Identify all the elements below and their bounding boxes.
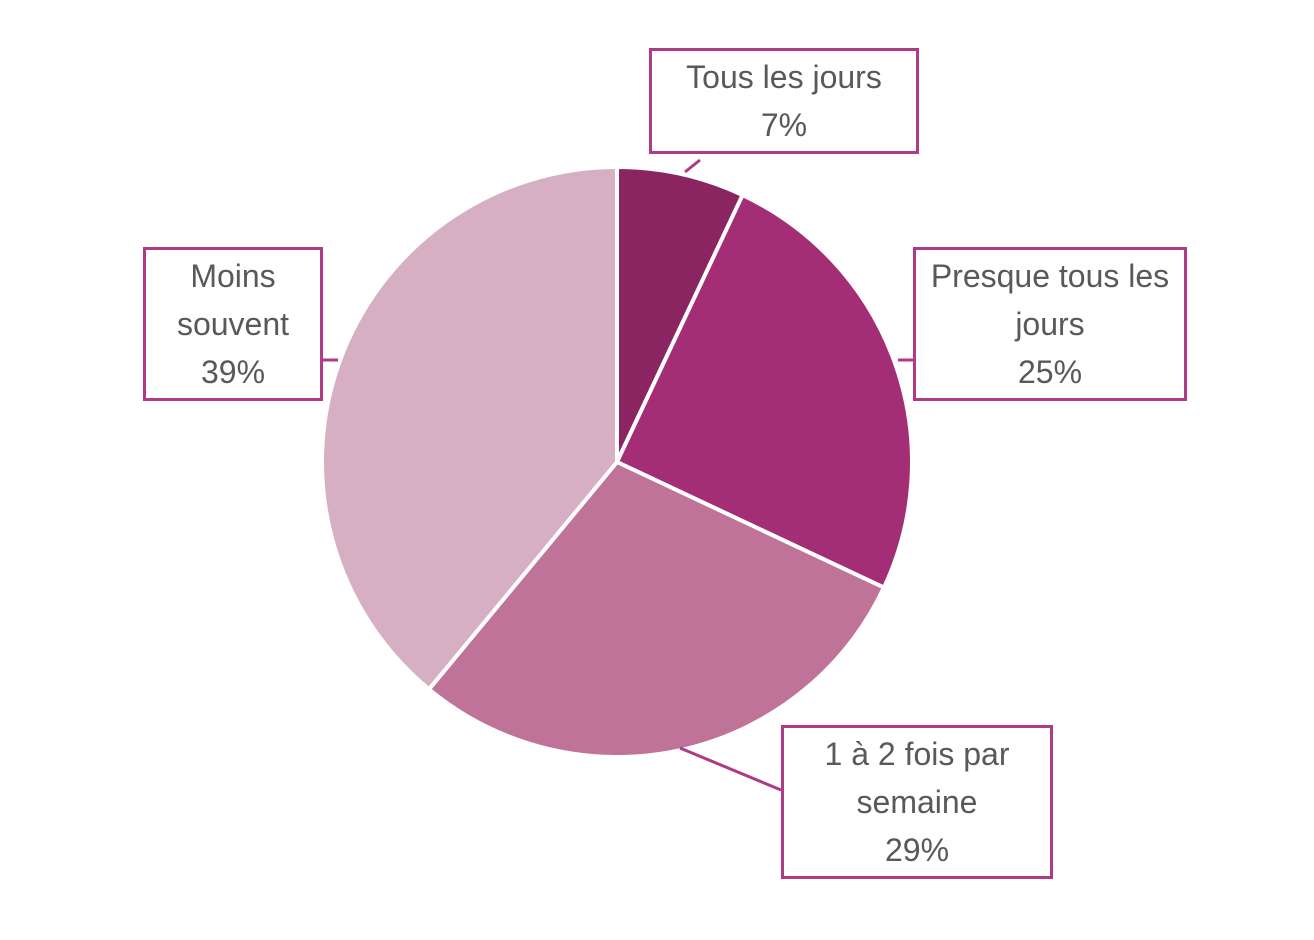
pie-slice xyxy=(320,165,619,692)
label-category: Moins souvent xyxy=(176,258,290,342)
pie-slice xyxy=(615,193,914,590)
data-label: Tous les jours 7% xyxy=(649,48,919,154)
leader-line xyxy=(679,746,782,792)
data-label: 1 à 2 fois par semaine 29% xyxy=(781,725,1053,879)
pie-slice xyxy=(615,165,745,464)
data-label: Presque tous les jours 25% xyxy=(913,247,1187,401)
label-value: 25% xyxy=(1017,354,1083,390)
leader-line xyxy=(684,158,701,174)
label-value: 29% xyxy=(884,832,950,868)
label-value: 7% xyxy=(760,107,808,143)
label-value: 39% xyxy=(200,354,266,390)
label-category: Tous les jours xyxy=(686,59,882,95)
label-category: Presque tous les jours xyxy=(930,258,1170,342)
label-category: 1 à 2 fois par semaine xyxy=(824,736,1010,820)
data-label: Moins souvent 39% xyxy=(143,247,323,401)
